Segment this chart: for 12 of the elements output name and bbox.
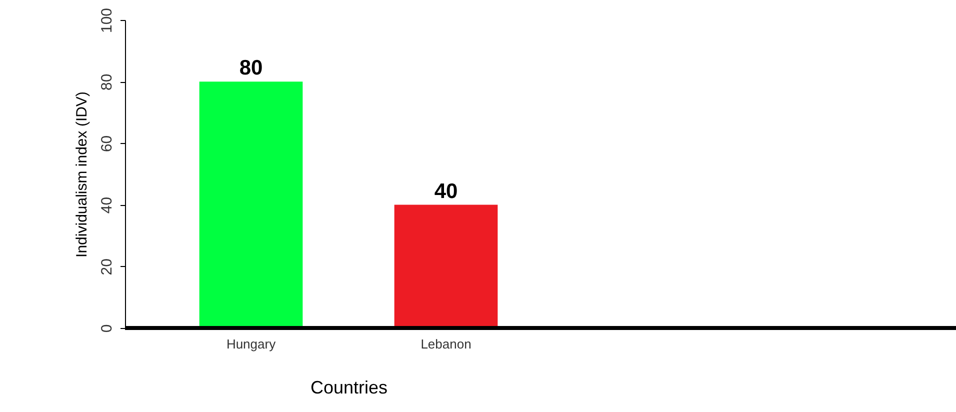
y-tick-label: 100 [98, 8, 116, 34]
x-axis-title: Countries [310, 378, 388, 398]
x-tick-label: Lebanon [420, 336, 472, 352]
data-label: 40 [434, 180, 458, 203]
y-tick-label: 0 [98, 324, 116, 333]
data-label: 80 [239, 56, 263, 80]
y-tick-label: 60 [98, 135, 116, 152]
x-tick-label: Hungary [226, 336, 276, 352]
y-tick-label: 40 [98, 196, 116, 214]
y-axis-title: Individualism index (IDV) [74, 92, 90, 258]
y-tick-label: 20 [98, 258, 116, 276]
y-tick-label: 80 [98, 74, 116, 90]
